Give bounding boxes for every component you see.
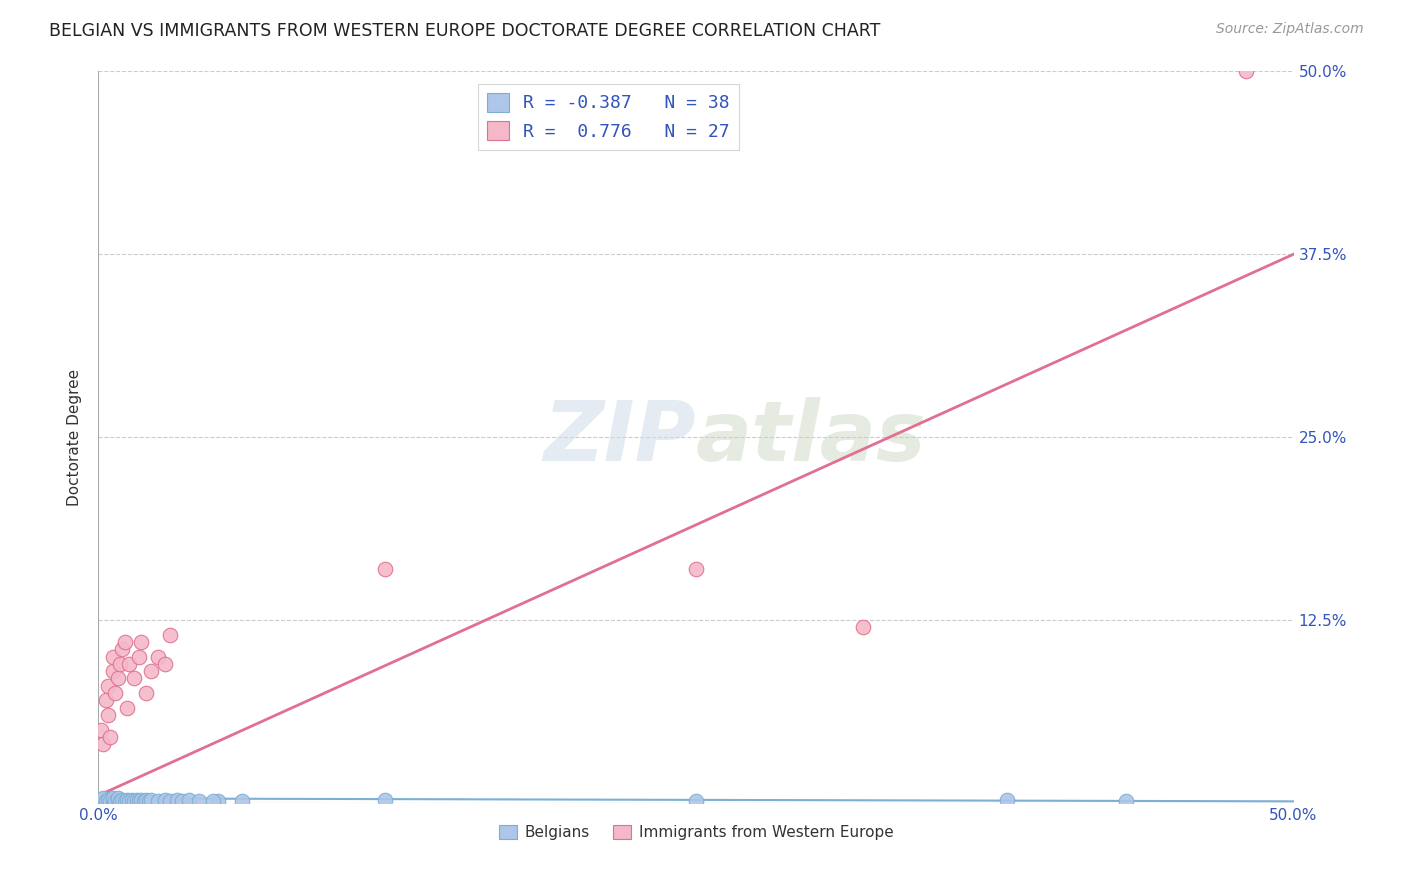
Point [97, 793, 120, 807]
Point [97, 679, 120, 693]
Point [139, 793, 162, 807]
Text: Source: ZipAtlas.com: Source: ZipAtlas.com [1216, 22, 1364, 37]
Text: atlas: atlas [696, 397, 927, 477]
Point [124, 672, 146, 686]
Point [97, 708, 120, 723]
Point [118, 657, 141, 671]
Text: BELGIAN VS IMMIGRANTS FROM WESTERN EUROPE DOCTORATE DEGREE CORRELATION CHART: BELGIAN VS IMMIGRANTS FROM WESTERN EUROP… [49, 22, 880, 40]
Point [91, 791, 114, 805]
Point [155, 793, 177, 807]
Point [1234, 64, 1257, 78]
Point [90, 723, 112, 737]
Point [104, 794, 127, 808]
Point [125, 793, 148, 807]
Point [132, 794, 155, 808]
Point [101, 664, 124, 678]
Point [118, 794, 141, 808]
Point [128, 794, 150, 808]
Point [159, 794, 181, 808]
Point [155, 657, 177, 671]
Point [101, 649, 124, 664]
Point [108, 657, 131, 671]
Point [91, 737, 114, 751]
Point [179, 793, 201, 807]
Y-axis label: Doctorate Degree: Doctorate Degree [67, 368, 83, 506]
Point [148, 649, 170, 664]
Point [115, 793, 138, 807]
Point [995, 793, 1018, 807]
Point [107, 791, 129, 805]
Point [90, 793, 112, 807]
Point [374, 793, 396, 807]
Point [111, 793, 134, 807]
Point [111, 642, 134, 657]
Point [104, 686, 127, 700]
Point [121, 793, 143, 807]
Point [852, 620, 875, 634]
Point [98, 794, 122, 808]
Point [207, 794, 229, 808]
Legend: Belgians, Immigrants from Western Europe: Belgians, Immigrants from Western Europe [492, 819, 900, 847]
Point [114, 635, 136, 649]
Point [135, 686, 157, 700]
Point [115, 700, 138, 714]
Point [114, 794, 136, 808]
Point [94, 794, 117, 808]
Point [685, 562, 707, 576]
Point [1115, 794, 1137, 808]
Point [107, 672, 129, 686]
Point [138, 794, 160, 808]
Text: ZIP: ZIP [543, 397, 696, 477]
Point [101, 793, 124, 807]
Point [124, 794, 146, 808]
Point [139, 664, 162, 678]
Point [135, 793, 157, 807]
Point [131, 793, 153, 807]
Point [107, 793, 129, 807]
Point [108, 794, 131, 808]
Point [202, 794, 225, 808]
Point [159, 627, 181, 641]
Point [187, 794, 209, 808]
Point [98, 730, 122, 744]
Point [101, 791, 124, 805]
Point [148, 794, 170, 808]
Point [128, 649, 150, 664]
Point [166, 793, 188, 807]
Point [374, 562, 396, 576]
Point [685, 794, 707, 808]
Point [131, 635, 153, 649]
Point [94, 693, 117, 707]
Point [231, 794, 253, 808]
Point [172, 794, 194, 808]
